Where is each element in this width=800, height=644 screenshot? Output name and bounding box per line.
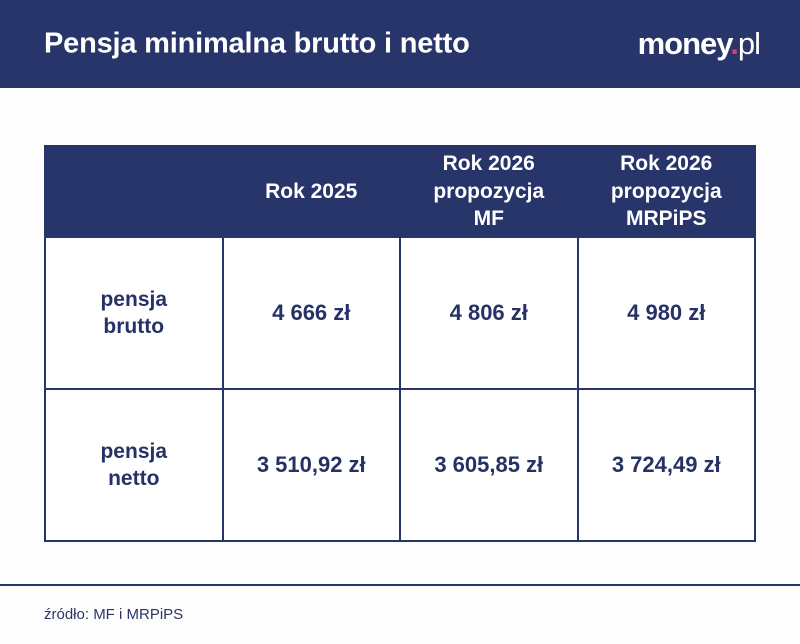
cell-netto-rok-2025: 3 510,92 zł (221, 388, 401, 542)
footer-divider (0, 584, 800, 586)
logo-text-money: money (637, 26, 732, 61)
column-header-rok-2026-mrpips: Rok 2026 propozycja MRPiPS (576, 145, 756, 238)
row-label-pensja-brutto: pensja brutto (44, 236, 224, 390)
cell-brutto-rok-2025: 4 666 zł (221, 236, 401, 390)
table-row-brutto: pensja brutto 4 666 zł 4 806 zł 4 980 zł (44, 236, 756, 390)
page-title: Pensja minimalna brutto i netto (44, 27, 470, 60)
table-row-netto: pensja netto 3 510,92 zł 3 605,85 zł 3 7… (44, 388, 756, 542)
moneypl-logo: money.pl (637, 26, 761, 62)
cell-netto-rok-2026-mrpips: 3 724,49 zł (576, 388, 756, 542)
cell-netto-rok-2026-mf: 3 605,85 zł (399, 388, 579, 542)
row-label-pensja-netto: pensja netto (44, 388, 224, 542)
logo-dot: . (730, 26, 739, 61)
column-header-rok-2025: Rok 2025 (221, 145, 401, 238)
source-text: źródło: MF i MRPiPS (44, 606, 184, 623)
column-header-empty (44, 145, 224, 238)
salary-table: Rok 2025 Rok 2026 propozycja MF Rok 2026… (44, 145, 756, 542)
table-header-row: Rok 2025 Rok 2026 propozycja MF Rok 2026… (44, 145, 756, 238)
header-bar: Pensja minimalna brutto i netto money.pl (0, 0, 800, 88)
cell-brutto-rok-2026-mf: 4 806 zł (399, 236, 579, 390)
column-header-rok-2026-mf: Rok 2026 propozycja MF (399, 145, 579, 238)
cell-brutto-rok-2026-mrpips: 4 980 zł (576, 236, 756, 390)
logo-text-pl: pl (737, 26, 761, 61)
